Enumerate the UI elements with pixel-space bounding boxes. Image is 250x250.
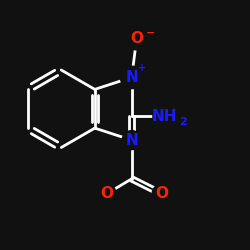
- Text: N: N: [125, 132, 138, 148]
- Circle shape: [152, 184, 171, 203]
- Text: +: +: [138, 63, 146, 73]
- Text: N: N: [125, 70, 138, 85]
- Text: O: O: [155, 186, 168, 201]
- Circle shape: [153, 102, 180, 130]
- Text: O: O: [130, 31, 143, 46]
- Circle shape: [126, 28, 148, 50]
- Circle shape: [97, 184, 116, 203]
- Text: 2: 2: [179, 117, 187, 127]
- Text: O: O: [100, 186, 113, 201]
- Circle shape: [122, 130, 141, 150]
- Text: NH: NH: [152, 109, 177, 124]
- Text: −: −: [146, 28, 155, 38]
- Circle shape: [120, 66, 143, 89]
